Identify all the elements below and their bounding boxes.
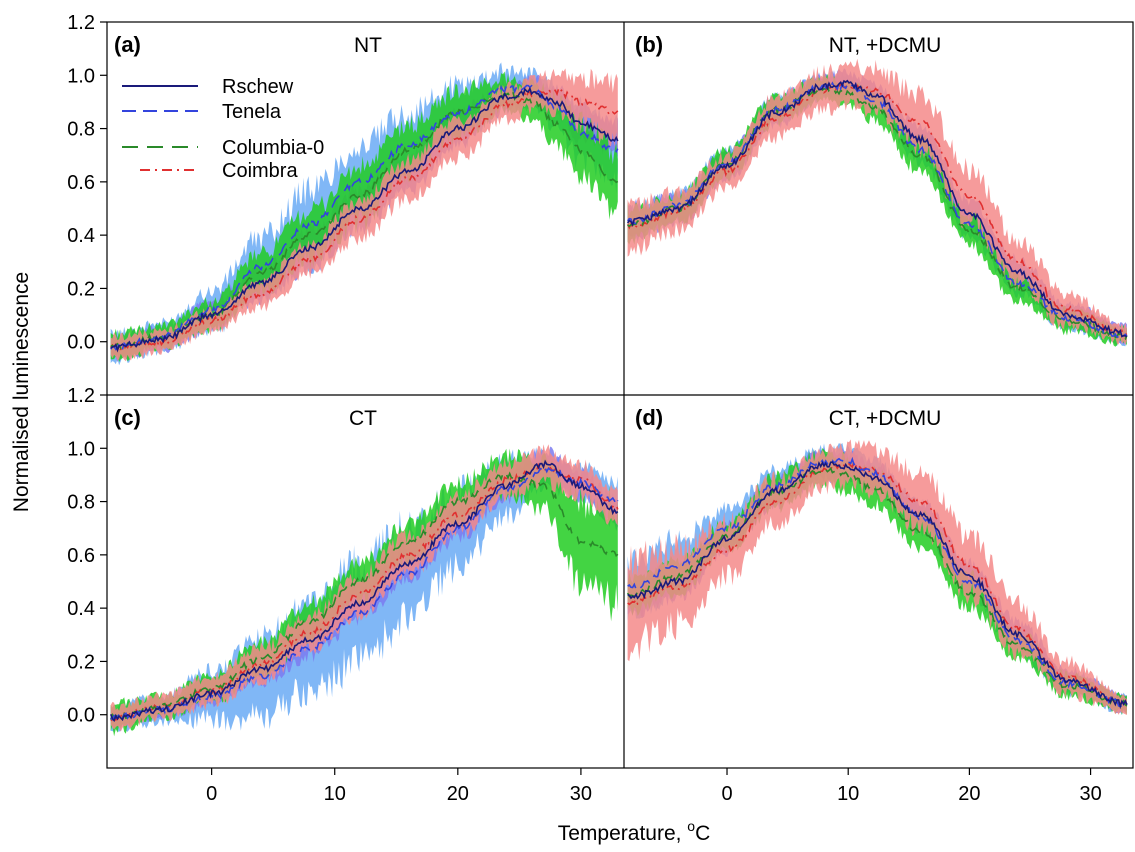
y-tick-label-bottom-3: 0.6 [67, 545, 95, 567]
x-axis-label: Temperature, oC [558, 818, 711, 845]
x-tick-label-left-2: 20 [447, 783, 469, 805]
series-line-c-tenela [110, 466, 619, 721]
y-tick-label-top-5: 0.2 [67, 278, 95, 300]
panel-title-d: CT, +DCMU [829, 407, 942, 430]
series-line-d-columbia-0 [626, 466, 1128, 707]
panel-title-b: NT, +DCMU [829, 34, 942, 57]
band-d-coimbra [627, 439, 1127, 715]
legend: Rschew Tenela Columbia-0 Coimbra [122, 76, 324, 182]
series-line-a-columbia-0 [110, 90, 619, 350]
y-tick-label-top-3: 0.6 [67, 172, 95, 194]
panel-letter-d: (d) [635, 405, 663, 430]
legend-label-tenela: Tenela [222, 101, 282, 123]
x-axis-label-unit: C [695, 822, 710, 845]
panel-b [626, 58, 1128, 347]
x-tick-label-left-1: 10 [324, 783, 346, 805]
y-tick-label-bottom-4: 0.4 [67, 598, 95, 620]
panel-letter-a: (a) [114, 32, 141, 57]
series-line-c-columbia-0 [109, 471, 619, 720]
band-a-coimbra [110, 68, 618, 362]
panel-title-c: CT [349, 407, 377, 430]
series-line-d-rschew [627, 460, 1128, 710]
x-tick-label-right-3: 30 [1079, 783, 1101, 805]
y-tick-label-bottom-0: 1.2 [67, 385, 95, 407]
x-tick-label-right-1: 10 [837, 783, 859, 805]
y-tick-label-bottom-2: 0.8 [67, 492, 95, 514]
y-tick-label-bottom-1: 1.0 [67, 438, 95, 460]
y-tick-label-bottom-6: 0.0 [67, 705, 95, 727]
band-c-columbia-0 [110, 448, 618, 737]
x-tick-label-right-2: 20 [958, 783, 980, 805]
x-tick-label-right-0: 0 [721, 783, 732, 805]
y-tick-label-top-6: 0.0 [67, 332, 95, 354]
series-line-b-rschew [626, 79, 1128, 338]
band-c-coimbra [110, 444, 618, 732]
series-line-a-rschew [110, 86, 619, 353]
x-tick-label-left-3: 30 [570, 783, 592, 805]
panels [109, 58, 1128, 737]
series-line-b-coimbra [626, 82, 1128, 337]
panel-letter-b: (b) [635, 32, 663, 57]
legend-label-columbia-0: Columbia-0 [222, 137, 324, 159]
y-tick-label-top-1: 1.0 [67, 65, 95, 87]
series-line-a-coimbra [110, 86, 619, 351]
x-axis-label-degree: o [687, 818, 695, 834]
series-line-d-tenela [627, 456, 1128, 708]
y-tick-label-top-2: 0.8 [67, 119, 95, 141]
panel-a [110, 62, 619, 366]
y-axis-label: Normalised luminescence [10, 272, 33, 512]
panel-c [109, 444, 619, 737]
legend-label-rschew: Rschew [222, 76, 294, 98]
y-tick-label-bottom-5: 0.2 [67, 651, 95, 673]
band-b-coimbra [627, 58, 1127, 346]
x-axis-label-text: Temperature, [558, 822, 688, 845]
panel-d [626, 439, 1128, 716]
panel-letter-c: (c) [114, 405, 141, 430]
legend-label-coimbra: Coimbra [222, 160, 298, 182]
y-tick-label-top-4: 0.4 [67, 225, 95, 247]
series-line-c-rschew [109, 459, 619, 723]
y-tick-label-top-0: 1.2 [67, 12, 95, 34]
series-line-b-tenela [626, 80, 1128, 338]
ticks: 1.2 1.0 0.8 0.6 0.4 0.2 0.0 1.2 1.0 0.8 0.6 0.4 0.2 0… [67, 12, 1102, 805]
panel-title-a: NT [354, 34, 382, 57]
x-tick-label-left-0: 0 [206, 783, 217, 805]
